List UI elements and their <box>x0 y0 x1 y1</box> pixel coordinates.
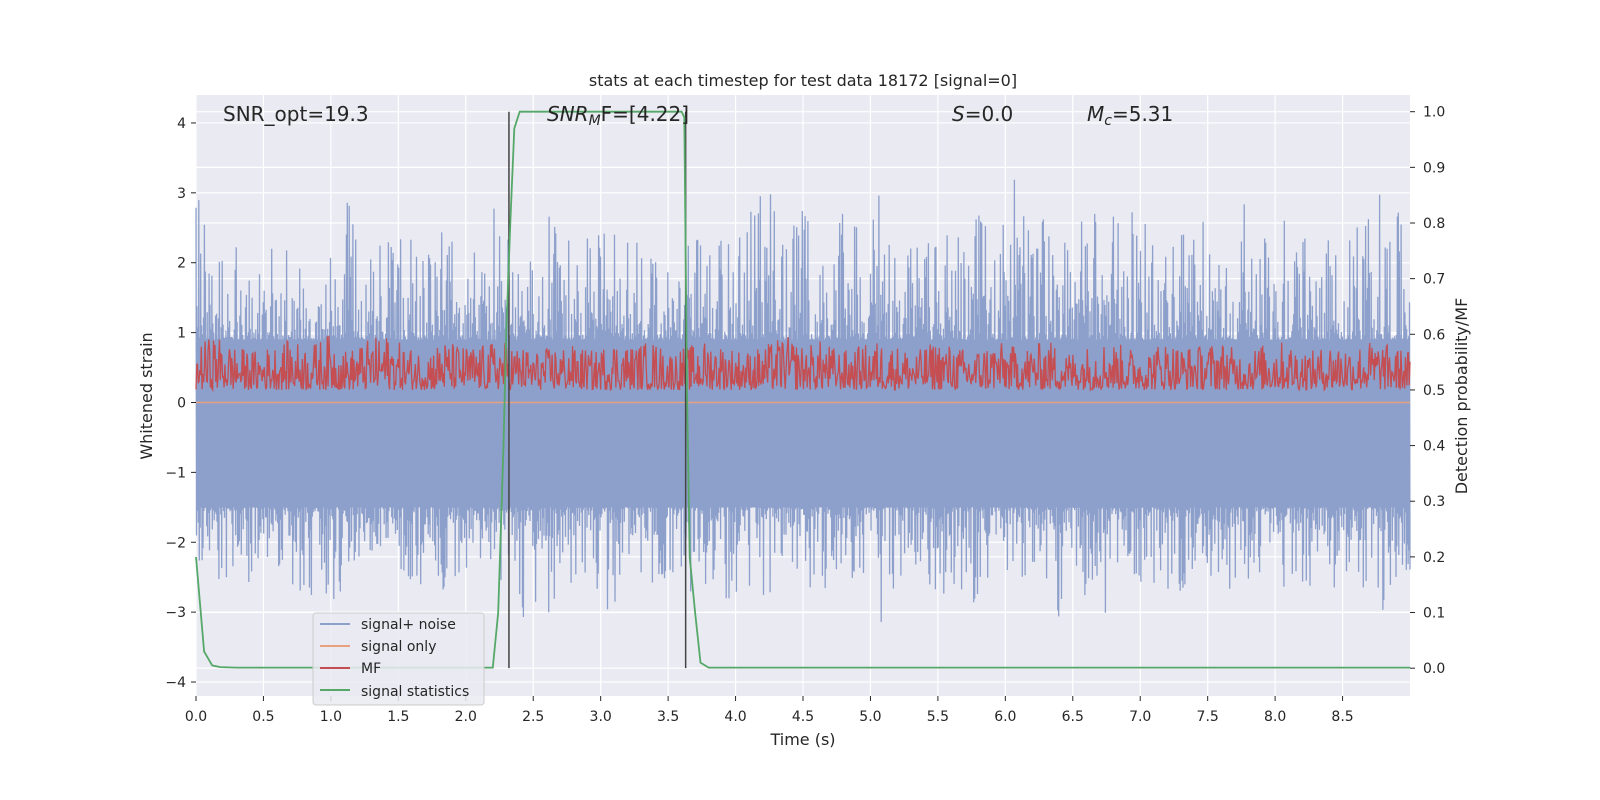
series-mf <box>195 335 1411 393</box>
annotation-mc-rest: =5.31 <box>1112 102 1173 126</box>
y-axis-left-label: Whitened strain <box>137 332 156 459</box>
chart-title: stats at each timestep for test data 181… <box>589 71 1017 90</box>
y-left-tick-label-1: −3 <box>165 605 186 621</box>
y-left-tick-label-8: 4 <box>177 116 186 132</box>
y-right-tick-label-2: 0.2 <box>1423 550 1445 566</box>
x-axis-ticks: 0.0 0.5 1.0 1.5 2.0 2.5 3.0 3.5 4.0 4.5 5.0 5.5 6.0 6… <box>185 696 1354 725</box>
x-tick-label-17: 8.5 <box>1331 709 1353 725</box>
y-left-tick-label-0: −4 <box>165 675 186 691</box>
x-tick-label-15: 7.5 <box>1197 709 1219 725</box>
mf-trace <box>195 335 1411 393</box>
y-right-tick-label-8: 0.8 <box>1423 216 1445 232</box>
annotation-snr-mf-sub: M <box>589 113 601 129</box>
legend-label-signal-only: signal only <box>361 639 436 655</box>
x-tick-label-11: 5.5 <box>927 709 949 725</box>
x-tick-label-9: 4.5 <box>792 709 814 725</box>
x-tick-label-7: 3.5 <box>657 709 679 725</box>
y-left-tick-label-3: −1 <box>165 465 186 481</box>
annotation-s-rest: =0.0 <box>965 102 1014 126</box>
x-tick-label-12: 6.0 <box>994 709 1016 725</box>
x-tick-label-3: 1.5 <box>387 709 409 725</box>
x-tick-label-16: 8.0 <box>1264 709 1286 725</box>
y-right-tick-label-7: 0.7 <box>1423 272 1445 288</box>
x-tick-label-10: 5.0 <box>859 709 881 725</box>
y-right-tick-label-3: 0.3 <box>1423 494 1445 510</box>
y-axis-left-ticks: −4 −3 −2 −1 0 1 2 3 4 <box>165 116 196 691</box>
x-axis-label: Time (s) <box>769 730 835 749</box>
annotation-mc-sub: c <box>1104 113 1112 129</box>
y-axis-right-ticks: 0.0 0.1 0.2 0.3 0.4 0.5 0.6 0.7 0.8 0.9 1.0 <box>1410 105 1445 677</box>
y-right-tick-label-1: 0.1 <box>1423 606 1445 622</box>
y-right-tick-label-6: 0.6 <box>1423 327 1445 343</box>
y-left-tick-label-2: −2 <box>165 535 186 551</box>
y-right-tick-label-0: 0.0 <box>1423 661 1445 677</box>
legend-box <box>312 612 485 706</box>
annotation-mc: Mc=5.31 <box>1087 102 1173 129</box>
y-left-tick-label-6: 2 <box>177 256 186 272</box>
annotation-s-main: S <box>952 102 965 126</box>
y-axis-right-label: Detection probability/MF <box>1452 298 1471 495</box>
y-left-tick-label-5: 1 <box>177 326 186 342</box>
annotation-snr-mf-main: SNR <box>547 102 589 126</box>
annotation-snr-opt: SNR_opt=19.3 <box>223 102 369 126</box>
y-right-tick-label-4: 0.4 <box>1423 439 1445 455</box>
signal-statistics-trace <box>195 110 1410 669</box>
legend-label-signal-statistics: signal statistics <box>361 684 469 700</box>
series-signal-statistics <box>195 110 1410 669</box>
legend-label-mf: MF <box>361 661 381 677</box>
annotation-snr-mf-rest: F=[4.22] <box>601 102 689 126</box>
y-right-tick-label-9: 0.9 <box>1423 160 1445 176</box>
x-tick-label-13: 6.5 <box>1062 709 1084 725</box>
y-left-tick-label-4: 0 <box>177 395 186 411</box>
annotation-snr-mf: SNRMF=[4.22] <box>547 102 689 129</box>
x-tick-label-2: 1.0 <box>320 709 342 725</box>
x-tick-label-4: 2.0 <box>455 709 477 725</box>
legend-label-signal-noise: signal+ noise <box>361 617 456 633</box>
x-tick-label-5: 2.5 <box>522 709 544 725</box>
noise-trace <box>195 179 1411 623</box>
x-tick-label-8: 4.0 <box>724 709 746 725</box>
y-right-tick-label-10: 1.0 <box>1423 105 1445 121</box>
annotation-s: S=0.0 <box>952 102 1013 126</box>
annotation-mc-main: M <box>1087 102 1104 126</box>
y-left-tick-label-7: 3 <box>177 186 186 202</box>
legend: signal+ noise signal only MF signal stat… <box>312 612 485 706</box>
x-tick-label-1: 0.5 <box>252 709 274 725</box>
x-tick-label-0: 0.0 <box>185 709 207 725</box>
x-tick-label-6: 3.0 <box>590 709 612 725</box>
x-tick-label-14: 7.0 <box>1129 709 1151 725</box>
y-right-tick-label-5: 0.5 <box>1423 383 1445 399</box>
